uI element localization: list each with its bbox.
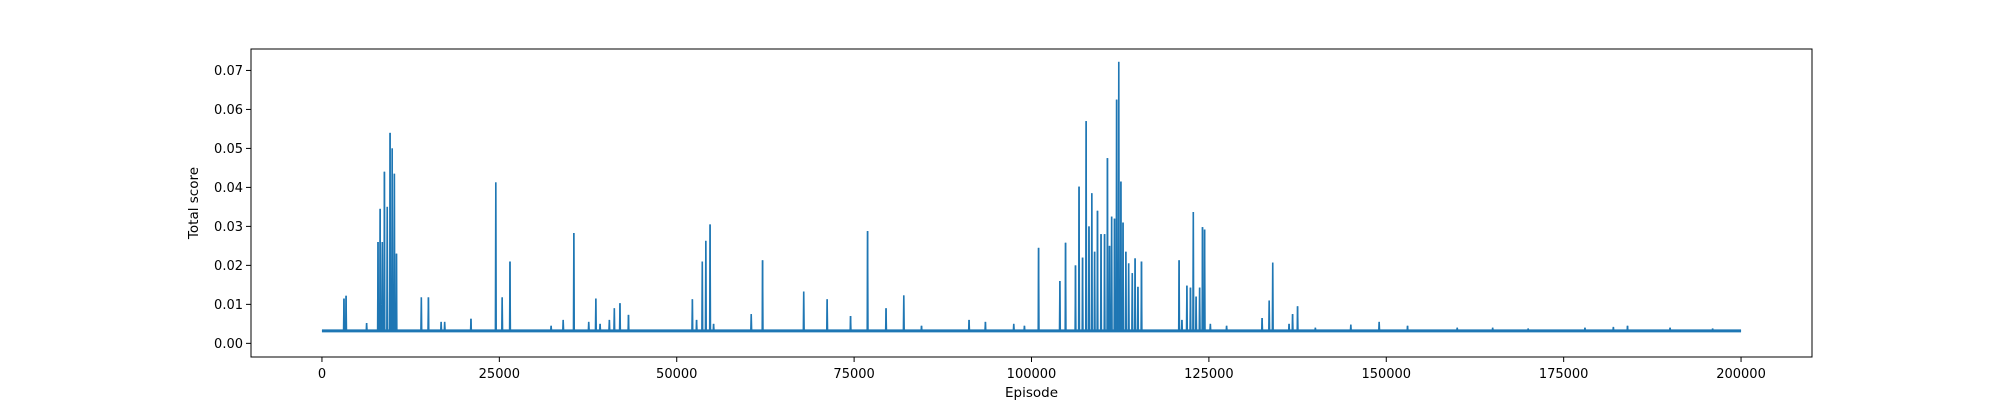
- x-tick-label: 75000: [833, 367, 874, 382]
- x-tick-label: 125000: [1184, 367, 1234, 382]
- y-tick-label: 0.04: [214, 181, 243, 196]
- plot-area: [321, 61, 1742, 333]
- y-tick-label: 0.01: [214, 298, 243, 313]
- x-tick-label: 175000: [1539, 367, 1589, 382]
- x-tick-label: 25000: [479, 367, 520, 382]
- y-tick-label: 0.05: [214, 142, 243, 157]
- y-tick-label: 0.02: [214, 259, 243, 274]
- x-axis-label: Episode: [1005, 385, 1058, 400]
- y-tick-label: 0.03: [214, 220, 243, 235]
- axes-frame: [250, 48, 1813, 358]
- y-axis-label: Total score: [186, 167, 202, 240]
- x-tick-label: 0: [318, 367, 326, 382]
- y-tick-label: 0.06: [214, 103, 243, 118]
- x-tick-label: 150000: [1361, 367, 1411, 382]
- axis-ticks: 0 25000 50000 75000 100000 125000 150000 175000…: [214, 64, 1766, 382]
- x-tick-label: 50000: [656, 367, 697, 382]
- y-tick-label: 0.00: [214, 337, 243, 352]
- x-tick-label: 200000: [1716, 367, 1766, 382]
- x-tick-label: 100000: [1007, 367, 1057, 382]
- y-tick-label: 0.07: [214, 64, 243, 79]
